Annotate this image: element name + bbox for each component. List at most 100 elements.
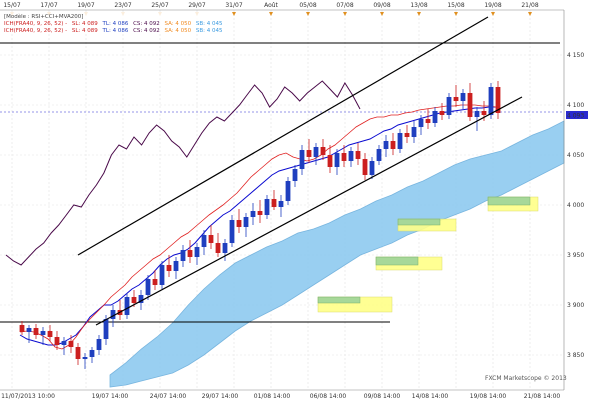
candle-up: [488, 87, 494, 115]
candle-down: [236, 220, 242, 227]
candle-up: [82, 357, 88, 359]
channel-upper-line: [77, 16, 489, 256]
event-marker-icon: [306, 12, 310, 16]
candle-up: [432, 111, 438, 123]
candle-up: [278, 201, 284, 207]
candle-up: [40, 331, 46, 335]
candle-up: [446, 97, 452, 115]
candle-up: [264, 199, 270, 215]
current-price-label: 4 093: [567, 113, 584, 120]
candles: [19, 81, 501, 369]
bottom-date-label: 09/08 14:00: [364, 393, 401, 400]
legend-ichimoku-2: ICH(FRA40, 9, 26, 52) - SL: 4 089 TL: 4 …: [4, 28, 223, 34]
candle-up: [222, 243, 228, 253]
kijun-sen-line: [19, 106, 496, 346]
candle-down: [215, 243, 221, 253]
candle-up: [474, 111, 480, 117]
candle-down: [495, 87, 501, 113]
candle-down: [481, 111, 487, 115]
indicator-lines: [5, 80, 497, 350]
bottom-date-label: 19/08 14:00: [470, 393, 507, 400]
event-marker-icon: [269, 12, 273, 16]
y-tick-label: 4 150: [567, 52, 584, 59]
legend-ichimoku-2-sa: SA: 4 050: [165, 28, 192, 34]
axes: 4 150 4 100 4 050 4 000 3 950 3 900 3 850 15/07…: [0, 2, 584, 400]
candle-up: [383, 141, 389, 149]
legend-background: [3, 12, 225, 34]
annotation-box-green: [317, 296, 361, 304]
candle-up: [397, 133, 403, 149]
candle-up: [173, 261, 179, 271]
candle-up: [159, 265, 165, 285]
candle-down: [19, 325, 25, 332]
top-date-label: 07/08: [336, 2, 353, 9]
event-marker-icon: [528, 12, 532, 16]
candle-down: [390, 141, 396, 149]
bottom-date-label: 29/07 14:00: [202, 393, 239, 400]
legend-ichimoku-2-sb: SB: 4 045: [196, 28, 223, 34]
bottom-date-label: 01/08 14:00: [254, 393, 291, 400]
candle-down: [320, 147, 326, 155]
candle-down: [54, 337, 60, 345]
candle-down: [425, 119, 431, 123]
copyright-text: FXCM Marketscope © 2013: [485, 375, 567, 382]
top-date-label: 09/08: [373, 2, 390, 9]
tenkan-sen-line: [19, 104, 497, 350]
candle-up: [369, 161, 375, 175]
top-date-label: 23/07: [114, 2, 131, 9]
event-marker-icon: [454, 12, 458, 16]
event-marker-icon: [417, 12, 421, 16]
top-date-label: 31/07: [225, 2, 242, 9]
candle-up: [194, 247, 200, 257]
trend-channel: [77, 16, 523, 326]
legend-ichimoku-2-cs: CS: 4 092: [133, 28, 160, 34]
candle-up: [180, 250, 186, 261]
candle-up: [145, 279, 151, 295]
event-marker-icon: [380, 12, 384, 16]
event-marker-icon: [343, 12, 347, 16]
y-tick-label: 4 050: [567, 152, 584, 159]
candle-down: [257, 211, 263, 215]
candle-up: [201, 235, 207, 247]
legend-ichimoku-1-cs: CS: 4 092: [133, 21, 160, 27]
candle-down: [166, 265, 172, 271]
candle-down: [453, 97, 459, 101]
annotation-boxes: [317, 196, 539, 313]
y-tick-label: 3 950: [567, 252, 584, 259]
candle-up: [110, 310, 116, 319]
top-date-label: Août: [264, 2, 278, 9]
legend-ichimoku-2-tl: TL: 4 086: [102, 28, 129, 34]
chikou-span-line: [5, 80, 361, 266]
candle-up: [229, 220, 235, 243]
candle-down: [187, 250, 193, 257]
candle-down: [47, 331, 53, 337]
y-tick-label: 4 000: [567, 202, 584, 209]
candle-down: [68, 341, 74, 347]
annotation-box-green: [375, 256, 419, 266]
candle-down: [306, 150, 312, 157]
candle-down: [208, 235, 214, 243]
candle-up: [334, 153, 340, 167]
candle-down: [152, 279, 158, 285]
candle-up: [61, 341, 67, 345]
annotation-box-green: [397, 218, 441, 226]
top-date-label: 21/08: [521, 2, 538, 9]
candle-up: [285, 181, 291, 201]
candle-up: [124, 297, 130, 315]
top-date-label: 15/08: [447, 2, 464, 9]
candle-down: [467, 93, 473, 117]
top-date-label: 05/08: [299, 2, 316, 9]
candle-down: [362, 159, 368, 175]
candle-up: [292, 169, 298, 181]
top-date-label: 15/07: [3, 2, 20, 9]
legend-ichimoku-2-sl: SL: 4 089: [72, 28, 98, 34]
bottom-date-label: 24/07 14:00: [150, 393, 187, 400]
candle-up: [103, 319, 109, 339]
candle-up: [411, 127, 417, 137]
candle-up: [250, 211, 256, 217]
y-tick-label: 3 900: [567, 302, 584, 309]
legend-ichimoku-2-prefix: ICH(FRA40, 9, 26, 52) -: [4, 28, 67, 34]
top-date-label: 19/08: [484, 2, 501, 9]
channel-lower-line: [95, 96, 523, 326]
